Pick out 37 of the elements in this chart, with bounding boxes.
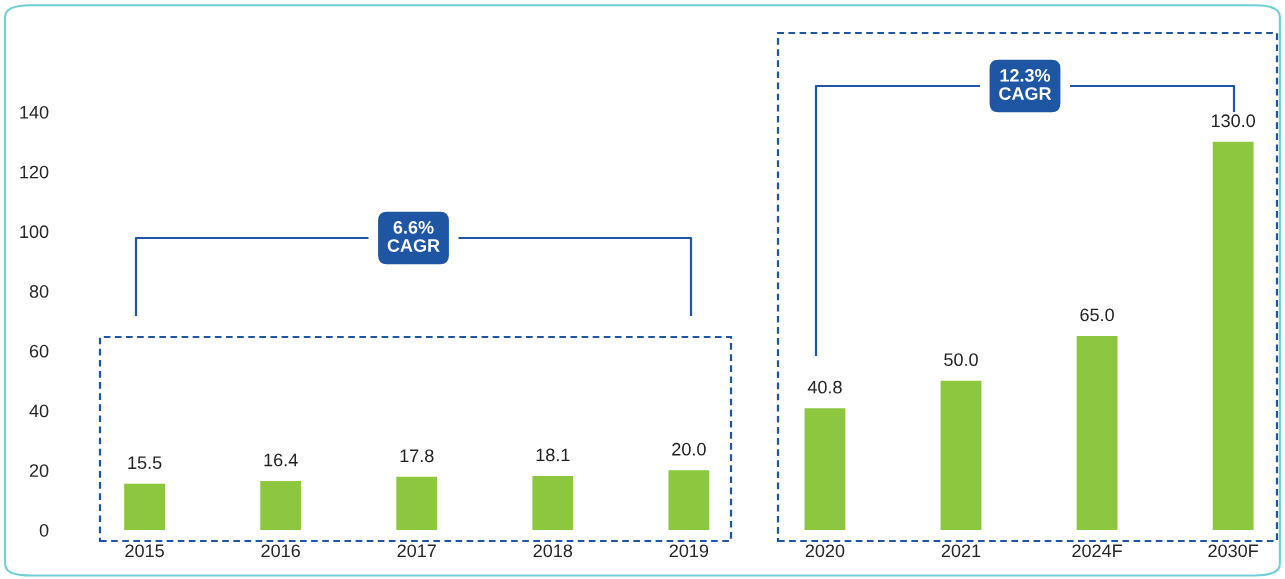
bar	[260, 481, 302, 531]
bar	[1076, 335, 1118, 531]
data-label: 65.0	[1080, 308, 1114, 322]
x-tick-label: 2018	[533, 544, 573, 558]
y-tick-label: 0	[39, 523, 49, 537]
bar	[804, 408, 846, 531]
y-tick-label: 120	[20, 165, 49, 179]
x-tick-label: 2021	[941, 544, 981, 558]
annotation: 6.6% CAGR	[387, 220, 440, 252]
bar	[940, 380, 982, 531]
x-tick-label: 2015	[125, 544, 164, 558]
data-label: 130.0	[1211, 114, 1256, 128]
data-label: 17.8	[400, 449, 434, 463]
data-label: 15.5	[128, 456, 162, 470]
y-tick-label: 20	[29, 464, 49, 478]
y-tick-label: 80	[29, 285, 49, 298]
data-label: 20.0	[672, 442, 706, 456]
data-label: 18.1	[536, 448, 570, 462]
data-label: 16.4	[264, 453, 298, 467]
x-tick-label: 2016	[261, 544, 300, 558]
x-tick-label: 2030F	[1208, 544, 1259, 558]
bar	[124, 483, 166, 531]
bar	[668, 470, 710, 531]
y-tick-label: 140	[20, 105, 49, 119]
x-tick-label: 2017	[397, 544, 436, 558]
data-label: 40.8	[807, 380, 842, 394]
bar	[1212, 141, 1254, 531]
x-tick-label: 2024F	[1072, 544, 1122, 558]
bar	[532, 475, 574, 531]
data-label: 50.0	[944, 353, 978, 367]
y-tick-label: 60	[29, 344, 49, 358]
bar	[396, 476, 438, 531]
text: 12.3% CAGR	[999, 68, 1052, 100]
x-tick-label: 2020	[805, 544, 845, 558]
x-tick-label: 2019	[669, 544, 709, 558]
y-tick-label: 100	[20, 225, 49, 239]
y-tick-label: 40	[29, 404, 49, 418]
